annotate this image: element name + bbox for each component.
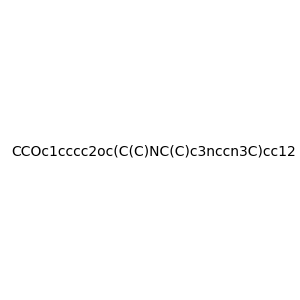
Text: CCOc1cccc2oc(C(C)NC(C)c3nccn3C)cc12: CCOc1cccc2oc(C(C)NC(C)c3nccn3C)cc12 <box>11 145 296 158</box>
